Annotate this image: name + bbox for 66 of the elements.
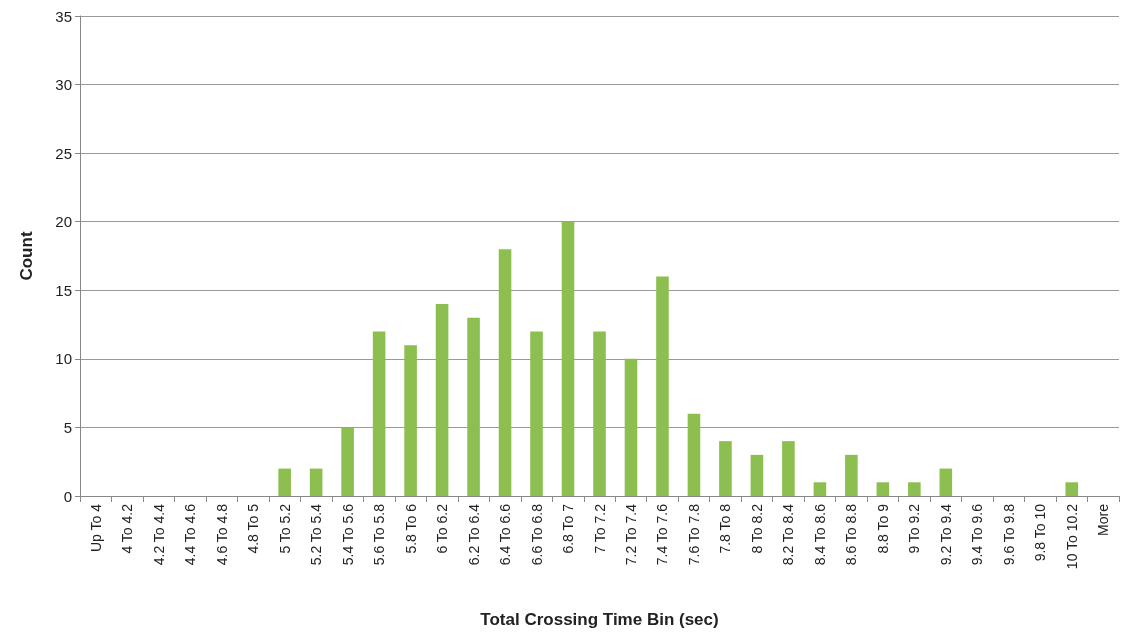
x-tick-label: 8.4 To 8.6 (811, 503, 828, 566)
y-tick-label: 10 (55, 350, 72, 368)
y-tick-label: 15 (55, 281, 72, 299)
x-tick-label: 4.2 To 4.4 (150, 503, 167, 566)
y-tick-label: 30 (55, 76, 72, 94)
bar (813, 482, 827, 496)
x-tick-label: 7.2 To 7.4 (622, 503, 639, 566)
bar (372, 331, 386, 496)
x-tick-label: 6.4 To 6.6 (497, 503, 514, 566)
bar (467, 317, 480, 496)
y-tick-label: 35 (55, 7, 72, 25)
x-tick-label: 5.4 To 5.6 (339, 503, 356, 566)
x-tick-label: 7.6 To 7.8 (685, 503, 702, 566)
bar (278, 468, 291, 496)
x-tick-label: 9 To 9.2 (906, 503, 923, 554)
bar (782, 441, 795, 496)
bar (309, 468, 323, 496)
bar (876, 482, 890, 496)
bar (593, 331, 606, 496)
x-tick-label: 6.8 To 7 (560, 503, 577, 554)
x-tick-label: 6.2 To 6.4 (465, 503, 482, 566)
x-tick-label: 9.4 To 9.6 (969, 503, 986, 566)
bar (656, 276, 669, 496)
y-tick-label: 0 (63, 487, 72, 505)
y-tick-label: 20 (55, 213, 72, 231)
x-tick-label: 8 To 8.2 (748, 503, 765, 554)
x-tick-label: 7.8 To 8 (717, 503, 734, 554)
x-tick-label: 8.6 To 8.8 (843, 503, 860, 566)
x-tick-label: 4.6 To 4.8 (213, 503, 230, 566)
x-tick-label: 5 To 5.2 (276, 503, 293, 554)
x-tick-label: 8.8 To 9 (874, 503, 891, 554)
x-tick-label: 5.2 To 5.4 (308, 503, 325, 566)
bar (719, 441, 732, 496)
bar (530, 331, 543, 496)
x-tick-label: 5.6 To 5.8 (371, 503, 388, 566)
x-tick-label: 6.6 To 6.8 (528, 503, 545, 566)
bar (908, 482, 921, 496)
x-tick-label: 4.8 To 5 (245, 503, 262, 554)
x-tick-label: 9.2 To 9.4 (937, 503, 954, 566)
x-tick-label: 7 To 7.2 (591, 503, 608, 554)
x-tick-label: 7.4 To 7.6 (654, 503, 671, 566)
bar (561, 221, 575, 496)
bar (750, 454, 764, 496)
bar (624, 358, 638, 496)
x-tick-label: 6 To 6.2 (434, 503, 451, 554)
bar (687, 413, 701, 496)
y-tick-label: 25 (55, 144, 72, 162)
bar (939, 468, 953, 496)
x-axis-title: Total Crossing Time Bin (sec) (480, 610, 719, 629)
x-tick-label: 10 To 10.2 (1063, 503, 1080, 570)
x-tick-label: Up To 4 (87, 503, 104, 552)
bar (498, 249, 512, 496)
x-tick-label: 9.8 To 10 (1032, 503, 1049, 562)
bar (1065, 482, 1079, 496)
x-tick-label: 4.4 To 4.6 (182, 503, 199, 566)
x-tick-label: 8.2 To 8.4 (780, 503, 797, 566)
x-tick-label: 9.6 To 9.8 (1000, 503, 1017, 566)
x-tick-label: More (1095, 503, 1112, 536)
y-tick-label: 5 (63, 418, 72, 436)
bar (341, 427, 354, 496)
bar (845, 454, 858, 496)
bar (435, 304, 449, 496)
x-tick-label: 5.8 To 6 (402, 503, 419, 554)
x-tick-label: 4 To 4.2 (119, 503, 136, 554)
y-axis-title: Count (17, 231, 36, 281)
bar (404, 345, 417, 496)
